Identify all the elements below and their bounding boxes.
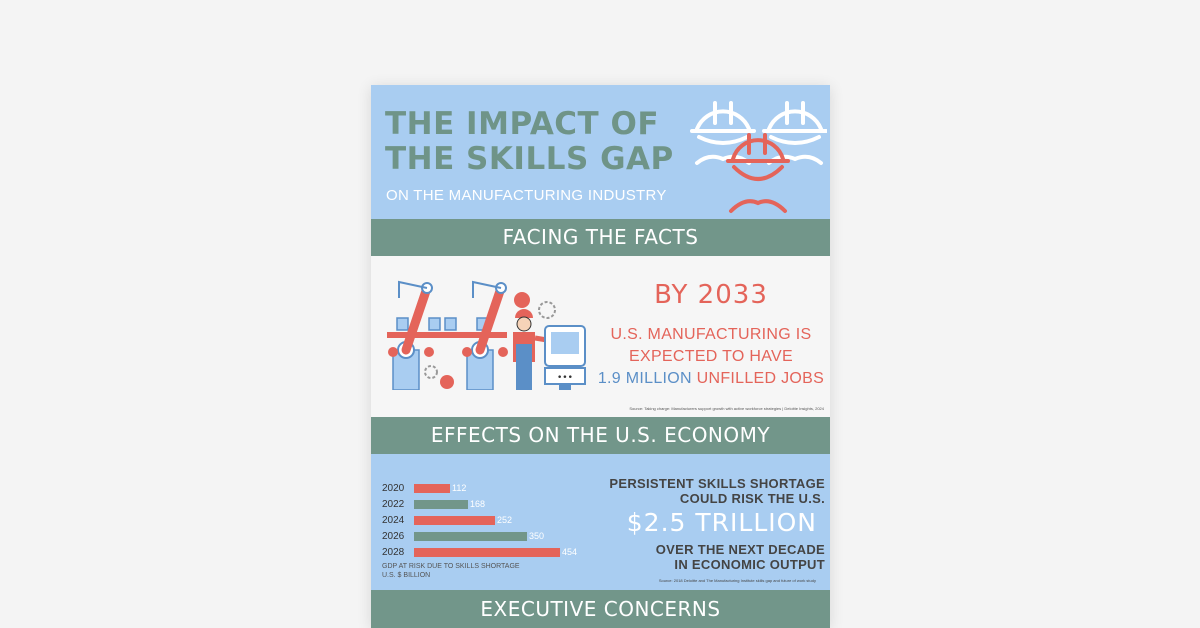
title-line-2: THE SKILLS GAP xyxy=(385,141,674,177)
infographic-subtitle: ON THE MANUFACTURING INDUSTRY xyxy=(386,187,667,204)
gear-icon xyxy=(424,365,438,379)
risk-line-2: COULD RISK THE U.S. xyxy=(679,491,825,506)
bar-year-label: 2022 xyxy=(382,499,405,510)
bar-row: 2020 112 xyxy=(371,482,611,495)
gdp-bar-chart: 2020 112 2022 168 2024 252 2026 350 2028 454 xyxy=(371,454,611,590)
conveyor-belt xyxy=(387,332,507,338)
hard-hat-workers-icon xyxy=(690,101,827,213)
bar-row: 2026 350 xyxy=(371,530,611,543)
bar-year-label: 2020 xyxy=(382,483,405,494)
bar-value-label: 168 xyxy=(470,499,486,509)
section-economy: EFFECTS ON THE U.S. ECONOMY xyxy=(371,417,830,454)
robot-arm-icon-left xyxy=(392,280,433,390)
title-line-1: THE IMPACT OF xyxy=(385,106,660,142)
bar-value-label: 112 xyxy=(452,483,467,493)
bar-value-label: 252 xyxy=(497,515,513,525)
bar xyxy=(414,500,468,509)
hard-hat-worker-icon xyxy=(513,309,548,390)
bar-year-label: 2026 xyxy=(382,531,405,542)
section-facing-facts: FACING THE FACTS xyxy=(371,219,830,256)
fact-highlight: 1.9 MILLION xyxy=(597,370,692,387)
fact-tail: UNFILLED JOBS xyxy=(696,370,825,387)
bar-row: 2022 168 xyxy=(371,498,611,511)
bar-value-label: 350 xyxy=(529,531,545,541)
risk-line-1: PERSISTENT SKILLS SHORTAGE xyxy=(609,476,825,491)
svg-text:•••: ••• xyxy=(557,373,573,383)
economy-source: Source: 2018 Deloitte and The Manufactur… xyxy=(658,578,816,583)
bar-row: 2028 454 xyxy=(371,546,611,559)
economy-panel: 2020 112 2022 168 2024 252 2026 350 2028 454 GDP … xyxy=(371,454,830,590)
hero-header: THE IMPACT OF THE SKILLS GAP ON THE MANU… xyxy=(371,85,830,219)
gear-icon-top xyxy=(514,292,530,308)
bar xyxy=(414,516,495,525)
fact-year: BY 2033 xyxy=(654,280,768,310)
factory-illustration: ••• xyxy=(387,280,586,390)
bar xyxy=(414,548,560,557)
gear-icon-coral xyxy=(440,375,454,389)
infographic-sheet: THE IMPACT OF THE SKILLS GAP ON THE MANU… xyxy=(371,85,830,628)
risk-line-4: IN ECONOMIC OUTPUT xyxy=(674,557,825,572)
bar xyxy=(414,532,527,541)
chart-caption: GDP AT RISK DUE TO SKILLS SHORTAGE U.S. … xyxy=(382,562,542,580)
fact-line-2: EXPECTED TO HAVE xyxy=(629,348,793,365)
bar-value-label: 454 xyxy=(562,547,578,557)
chart-caption-line-1: GDP AT RISK DUE TO SKILLS SHORTAGE xyxy=(382,563,520,570)
bar xyxy=(414,484,450,493)
fact-line-3: 1.9 MILLION UNFILLED JOBS xyxy=(591,370,830,388)
bar-year-label: 2024 xyxy=(382,515,405,526)
section-executive: EXECUTIVE CONCERNS xyxy=(371,590,830,628)
risk-amount: $2.5 TRILLION xyxy=(626,508,817,537)
facts-source: Source: Taking charge: Manufacturers sup… xyxy=(629,406,824,411)
facts-panel: ••• BY 2033 U.S. MANUFACTURING IS EXPECT… xyxy=(371,256,830,417)
infographic-title: THE IMPACT OF THE SKILLS GAP xyxy=(385,107,705,177)
bar-row: 2024 252 xyxy=(371,514,611,527)
fact-line-1: U.S. MANUFACTURING IS xyxy=(610,326,812,343)
robot-arm-icon-right xyxy=(466,280,507,390)
gear-icon-outline xyxy=(538,301,556,319)
control-panel-icon: ••• xyxy=(544,325,586,390)
chart-caption-line-2: U.S. $ BILLION xyxy=(382,572,431,579)
bar-year-label: 2028 xyxy=(382,547,405,558)
risk-line-3: OVER THE NEXT DECADE xyxy=(655,542,825,557)
